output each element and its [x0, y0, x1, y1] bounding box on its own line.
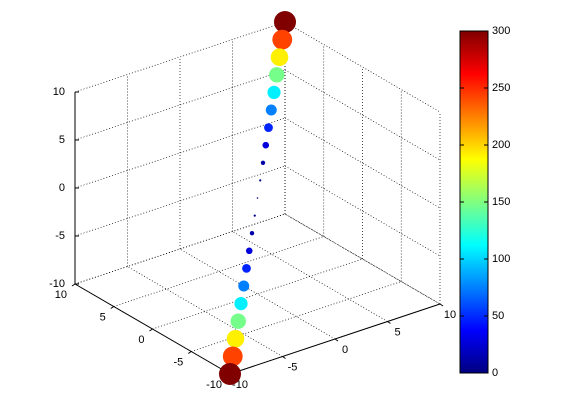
points	[219, 11, 296, 385]
point	[270, 48, 289, 66]
point	[264, 123, 273, 132]
z-tick-label: 0	[59, 182, 65, 194]
point	[256, 197, 259, 199]
point	[245, 247, 253, 255]
grid-line	[127, 266, 283, 357]
grid-line	[191, 281, 402, 352]
colorbar-tick-label: 100	[492, 253, 510, 265]
y-tick-label: -5	[173, 356, 183, 368]
x-tick	[334, 338, 339, 342]
grid-line	[74, 165, 286, 237]
z-tick-label: -5	[55, 230, 65, 242]
x-tick-label: 5	[394, 326, 400, 338]
point	[238, 280, 250, 292]
point	[265, 104, 277, 116]
point	[219, 363, 241, 385]
grid-line	[113, 236, 324, 307]
point	[260, 160, 266, 165]
grid-line	[74, 117, 286, 189]
point	[269, 67, 285, 83]
z-tick-label: -10	[49, 278, 65, 290]
point	[259, 179, 262, 182]
colorbar-tick-label: 50	[492, 310, 504, 322]
grid-line	[232, 231, 388, 322]
point	[267, 85, 281, 99]
colorbar-tick-label: 300	[492, 25, 510, 37]
y-tick-label: 10	[55, 289, 67, 301]
point	[222, 346, 243, 367]
x-tick	[387, 321, 391, 324]
colorbar: 0 50 100 150 200 250 300	[459, 25, 510, 379]
z-tick-label: 10	[53, 86, 65, 98]
colorbar-tick-label: 0	[492, 367, 498, 379]
grid-line	[152, 258, 363, 330]
point	[262, 141, 270, 149]
grid-line	[74, 69, 286, 141]
colorbar-tick-label: 250	[492, 82, 510, 94]
y-tick-label: 5	[100, 311, 106, 323]
point	[226, 330, 245, 348]
x-tick-label: 10	[444, 309, 456, 321]
x-tick-label: 0	[342, 344, 348, 356]
point	[274, 11, 296, 33]
z-tick-label: 5	[59, 134, 65, 146]
y-tick-label: 0	[138, 334, 144, 346]
point	[242, 264, 251, 273]
y-tick	[110, 306, 115, 309]
point	[253, 214, 256, 217]
point	[249, 231, 255, 236]
x-tick	[282, 356, 286, 359]
grid-line	[74, 21, 286, 93]
y-tick	[149, 328, 153, 332]
y-tick	[71, 283, 76, 287]
x-tick-label: -5	[288, 361, 298, 373]
point	[272, 29, 293, 50]
colorbar-tick-label: 150	[492, 196, 510, 208]
grid-line	[74, 213, 286, 285]
point	[230, 313, 246, 329]
y-tick	[187, 351, 192, 354]
grid-line	[179, 248, 336, 340]
colorbar-scale	[459, 30, 489, 374]
x-tick	[439, 303, 444, 307]
point	[234, 297, 248, 311]
y-tick-label: -10	[206, 379, 222, 391]
colorbar-tick-label: 200	[492, 139, 510, 151]
